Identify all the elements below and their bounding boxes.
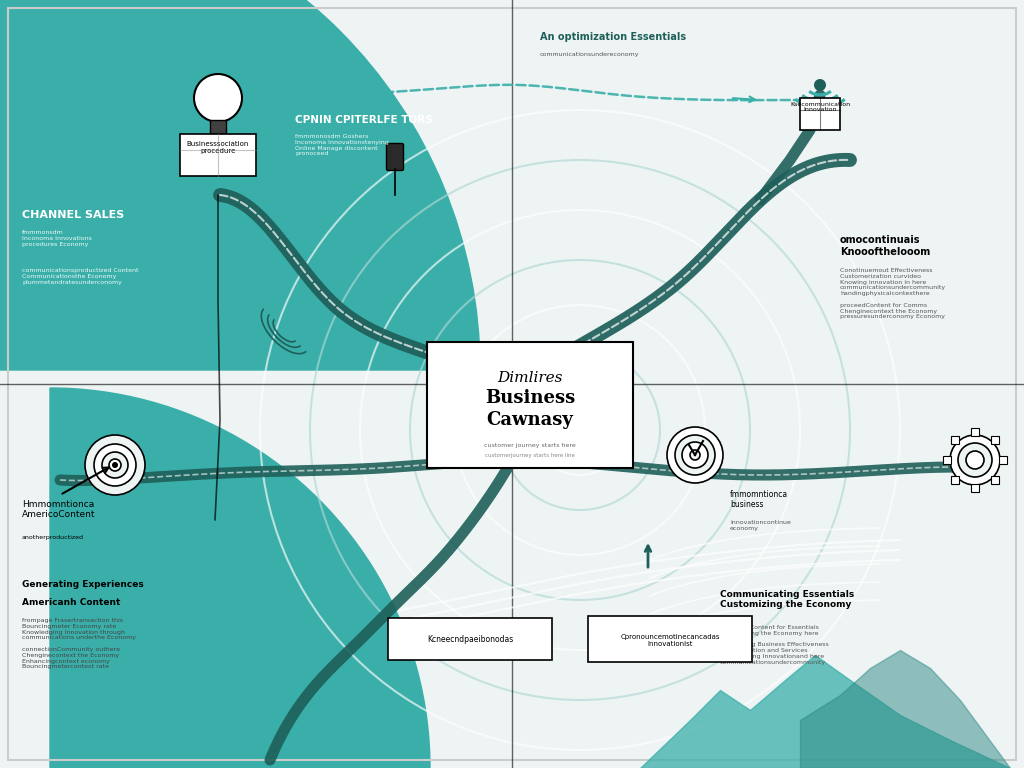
Text: Businesssociation
procedure: Businesssociation procedure — [186, 141, 249, 154]
FancyBboxPatch shape — [943, 456, 951, 464]
Text: Americanh Content: Americanh Content — [22, 598, 121, 607]
FancyBboxPatch shape — [991, 476, 998, 484]
Text: customerjourney starts here line: customerjourney starts here line — [485, 452, 574, 458]
FancyBboxPatch shape — [951, 436, 959, 444]
FancyBboxPatch shape — [588, 616, 752, 662]
Text: Conotinuemout Effectiveness
Customerization curvideo
Knowing innovation in here
: Conotinuemout Effectiveness Customerizat… — [840, 268, 946, 319]
Circle shape — [966, 451, 984, 469]
FancyBboxPatch shape — [427, 342, 633, 468]
Text: anotherproductized: anotherproductized — [22, 535, 84, 540]
Text: Ksecommunication
Innovation: Ksecommunication Innovation — [790, 101, 850, 112]
Circle shape — [675, 435, 715, 475]
Circle shape — [194, 74, 242, 122]
FancyBboxPatch shape — [971, 484, 979, 492]
Circle shape — [94, 444, 136, 486]
Text: communicationsundereconomy: communicationsundereconomy — [540, 52, 640, 57]
FancyBboxPatch shape — [951, 476, 959, 484]
Text: prouncedContent for Essentials
Customizing the Economy here

Generating Business: prouncedContent for Essentials Customizi… — [720, 625, 828, 665]
Text: Generating Experiences: Generating Experiences — [22, 580, 143, 589]
FancyBboxPatch shape — [800, 98, 840, 130]
Text: Hmmomntionca
AmericoContent: Hmmomntionca AmericoContent — [22, 500, 95, 519]
Circle shape — [667, 427, 723, 483]
FancyBboxPatch shape — [388, 618, 552, 660]
Text: fmmomntionca
business: fmmomntionca business — [730, 490, 788, 509]
Text: CPNIN CPITERLFE TORS: CPNIN CPITERLFE TORS — [295, 115, 433, 125]
Text: Business: Business — [485, 389, 575, 407]
FancyBboxPatch shape — [971, 428, 979, 436]
FancyBboxPatch shape — [210, 120, 226, 134]
Text: communicationsproductized Content
Communicationsthe Economy
plummetandratesunder: communicationsproductized Content Commun… — [22, 268, 138, 285]
Text: Dimlires: Dimlires — [498, 371, 563, 385]
Text: frompage Frasertransaction this
Bouncingmeter Economy rate
Knowledging Innovatio: frompage Frasertransaction this Bouncing… — [22, 618, 136, 670]
Text: fmmmonsdm
Inconoma Innovations
procedures Economy: fmmmonsdm Inconoma Innovations procedure… — [22, 230, 92, 247]
Circle shape — [950, 435, 1000, 485]
Text: An optimization Essentials: An optimization Essentials — [540, 32, 686, 42]
Text: Communicating Essentials
Customizing the Economy: Communicating Essentials Customizing the… — [720, 590, 854, 609]
Circle shape — [814, 79, 826, 91]
Text: customer journey starts here: customer journey starts here — [484, 442, 575, 448]
Circle shape — [690, 450, 700, 460]
FancyBboxPatch shape — [991, 436, 998, 444]
Text: CHANNEL SALES: CHANNEL SALES — [22, 210, 124, 220]
Circle shape — [112, 462, 118, 468]
FancyBboxPatch shape — [386, 144, 403, 170]
Circle shape — [682, 442, 708, 468]
Text: Kcneecndpaeibonodas: Kcneecndpaeibonodas — [427, 635, 513, 644]
Circle shape — [102, 452, 128, 478]
Circle shape — [109, 459, 121, 471]
Text: Cawnasy: Cawnasy — [486, 411, 573, 429]
Text: fmmmonosdm Goshers
Inconoma Innovationstenying
Online Manage discontent
pronocee: fmmmonosdm Goshers Inconoma Innovationst… — [295, 134, 389, 157]
FancyBboxPatch shape — [999, 456, 1007, 464]
Circle shape — [958, 443, 992, 477]
FancyBboxPatch shape — [180, 134, 256, 176]
Wedge shape — [50, 388, 430, 768]
Text: Cpronouncemotinecancadas
Innovationist: Cpronouncemotinecancadas Innovationist — [621, 634, 720, 647]
Text: omocontinuais
Knooofthelooom: omocontinuais Knooofthelooom — [840, 235, 930, 257]
Circle shape — [85, 435, 145, 495]
Text: innovationcontinue
economy: innovationcontinue economy — [730, 520, 791, 531]
Wedge shape — [0, 0, 480, 370]
